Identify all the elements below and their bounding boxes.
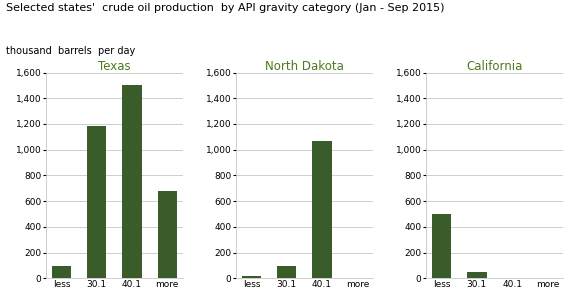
Bar <box>122 85 142 278</box>
Bar <box>467 272 486 278</box>
Bar <box>277 266 296 278</box>
Bar <box>312 141 332 278</box>
Text: Selected states'  crude oil production  by API gravity category (Jan - Sep 2015): Selected states' crude oil production by… <box>6 3 444 13</box>
Bar <box>158 191 177 278</box>
Bar <box>432 214 451 278</box>
Title: North Dakota: North Dakota <box>265 59 344 72</box>
Title: Texas: Texas <box>98 59 131 72</box>
Bar <box>87 126 106 278</box>
Text: thousand  barrels  per day: thousand barrels per day <box>6 46 135 56</box>
Bar <box>242 276 261 278</box>
Bar <box>52 266 71 278</box>
Title: California: California <box>466 59 523 72</box>
